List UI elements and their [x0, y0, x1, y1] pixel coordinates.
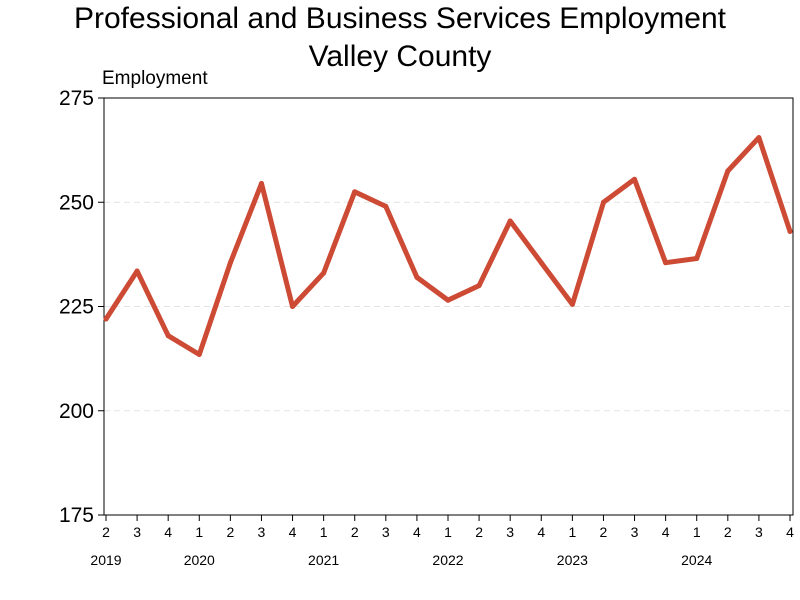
x-tick-label: 4 — [164, 524, 172, 540]
series-line — [103, 135, 793, 357]
y-axis-label: Employment — [102, 68, 208, 89]
year-label: 2019 — [90, 552, 121, 568]
x-tick-label: 1 — [444, 524, 452, 540]
x-tick-label: 3 — [133, 524, 141, 540]
data-point — [258, 180, 264, 186]
data-point — [569, 301, 575, 307]
data-point — [725, 168, 731, 174]
data-point — [600, 199, 606, 205]
chart-title: Professional and Business Services Emplo… — [74, 2, 726, 35]
x-tick-label: 3 — [631, 524, 639, 540]
x-tick-label: 4 — [289, 524, 297, 540]
x-tick-label: 1 — [195, 524, 203, 540]
y-tick-label: 200 — [59, 400, 94, 423]
year-labels: 2019 2020 2021 2022 2023 2024 — [90, 552, 712, 568]
data-point — [756, 135, 762, 141]
data-point — [196, 351, 202, 357]
x-tick-label: 3 — [382, 524, 390, 540]
year-label: 2022 — [432, 552, 463, 568]
data-point — [414, 274, 420, 280]
series-employment — [103, 135, 793, 357]
data-point — [538, 260, 544, 266]
gridlines — [104, 201, 793, 412]
data-point — [290, 304, 296, 309]
data-point — [227, 260, 233, 266]
y-tick-label: 275 — [59, 87, 94, 110]
x-tick-label: 4 — [413, 524, 421, 540]
data-point — [632, 176, 638, 182]
x-tick-label: 3 — [506, 524, 514, 540]
data-point — [787, 228, 793, 234]
x-tick-label: 2 — [600, 524, 608, 540]
x-tick-label: 2 — [351, 524, 359, 540]
data-point — [476, 283, 482, 289]
x-tick-label: 2 — [724, 524, 732, 540]
year-label: 2023 — [557, 552, 588, 568]
data-point — [445, 297, 451, 303]
x-axis: 2 3 4 1 2 3 4 1 2 3 4 1 2 3 4 1 2 3 4 1 2 3 4 — [102, 515, 794, 540]
data-point — [694, 256, 700, 262]
x-tick-label: 1 — [568, 524, 576, 540]
year-label: 2021 — [308, 552, 339, 568]
x-tick-label: 4 — [662, 524, 670, 540]
chart-subtitle: Valley County — [308, 40, 492, 73]
year-label: 2020 — [184, 552, 215, 568]
data-point — [663, 260, 669, 266]
data-point — [352, 189, 358, 195]
x-tick-label: 1 — [693, 524, 701, 540]
x-tick-label: 4 — [786, 524, 794, 540]
x-tick-label: 1 — [320, 524, 328, 540]
x-tick-label: 2 — [475, 524, 483, 540]
year-label: 2024 — [681, 552, 712, 568]
x-tick-label: 2 — [102, 524, 110, 540]
data-point — [134, 268, 140, 274]
data-point — [165, 333, 171, 339]
x-tick-label: 4 — [537, 524, 545, 540]
x-tick-label: 3 — [258, 524, 266, 540]
y-axis: 175 200 225 250 275 — [59, 87, 104, 527]
x-tick-label: 3 — [755, 524, 763, 540]
data-point — [383, 203, 389, 209]
data-point — [321, 270, 327, 276]
y-tick-label: 175 — [59, 504, 94, 527]
data-point — [103, 316, 109, 322]
x-tick-label: 2 — [226, 524, 234, 540]
y-tick-label: 225 — [59, 296, 94, 319]
data-point — [507, 218, 513, 224]
y-tick-label: 250 — [59, 191, 94, 214]
